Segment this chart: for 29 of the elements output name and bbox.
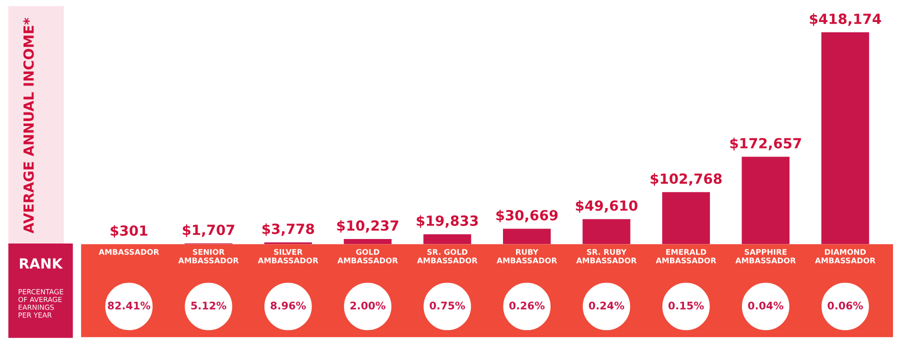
text: 8.96% <box>270 302 306 310</box>
data-label: $301 <box>110 225 148 238</box>
bar <box>503 228 551 244</box>
data-label: $10,237 <box>337 220 398 233</box>
data-label: $102,768 <box>650 173 722 186</box>
y-axis-title: AVERAGE ANNUAL INCOME* <box>23 18 34 234</box>
text: 0.04% <box>748 302 784 310</box>
data-label: $418,174 <box>810 13 882 26</box>
bar <box>344 239 392 244</box>
data-label: $49,610 <box>576 200 638 213</box>
bar <box>582 219 630 244</box>
text: 0.26% <box>509 302 545 310</box>
bar <box>821 32 870 244</box>
bar <box>742 156 790 244</box>
text: 0.06% <box>828 302 863 310</box>
text: 82.41% <box>108 302 150 310</box>
text: 0.24% <box>588 302 624 310</box>
text: RANK <box>20 258 63 269</box>
data-label: $19,833 <box>416 215 478 228</box>
bar <box>423 234 472 244</box>
text: 0.15% <box>668 302 704 310</box>
data-label: $172,657 <box>730 138 801 150</box>
data-label: $3,778 <box>262 223 314 236</box>
text: 0.75% <box>430 302 466 310</box>
data-label: $30,669 <box>496 210 558 222</box>
data-label: $1,707 <box>182 224 234 237</box>
text: 5.12% <box>191 302 226 310</box>
bar <box>662 192 710 244</box>
text: 2.00% <box>350 302 386 310</box>
